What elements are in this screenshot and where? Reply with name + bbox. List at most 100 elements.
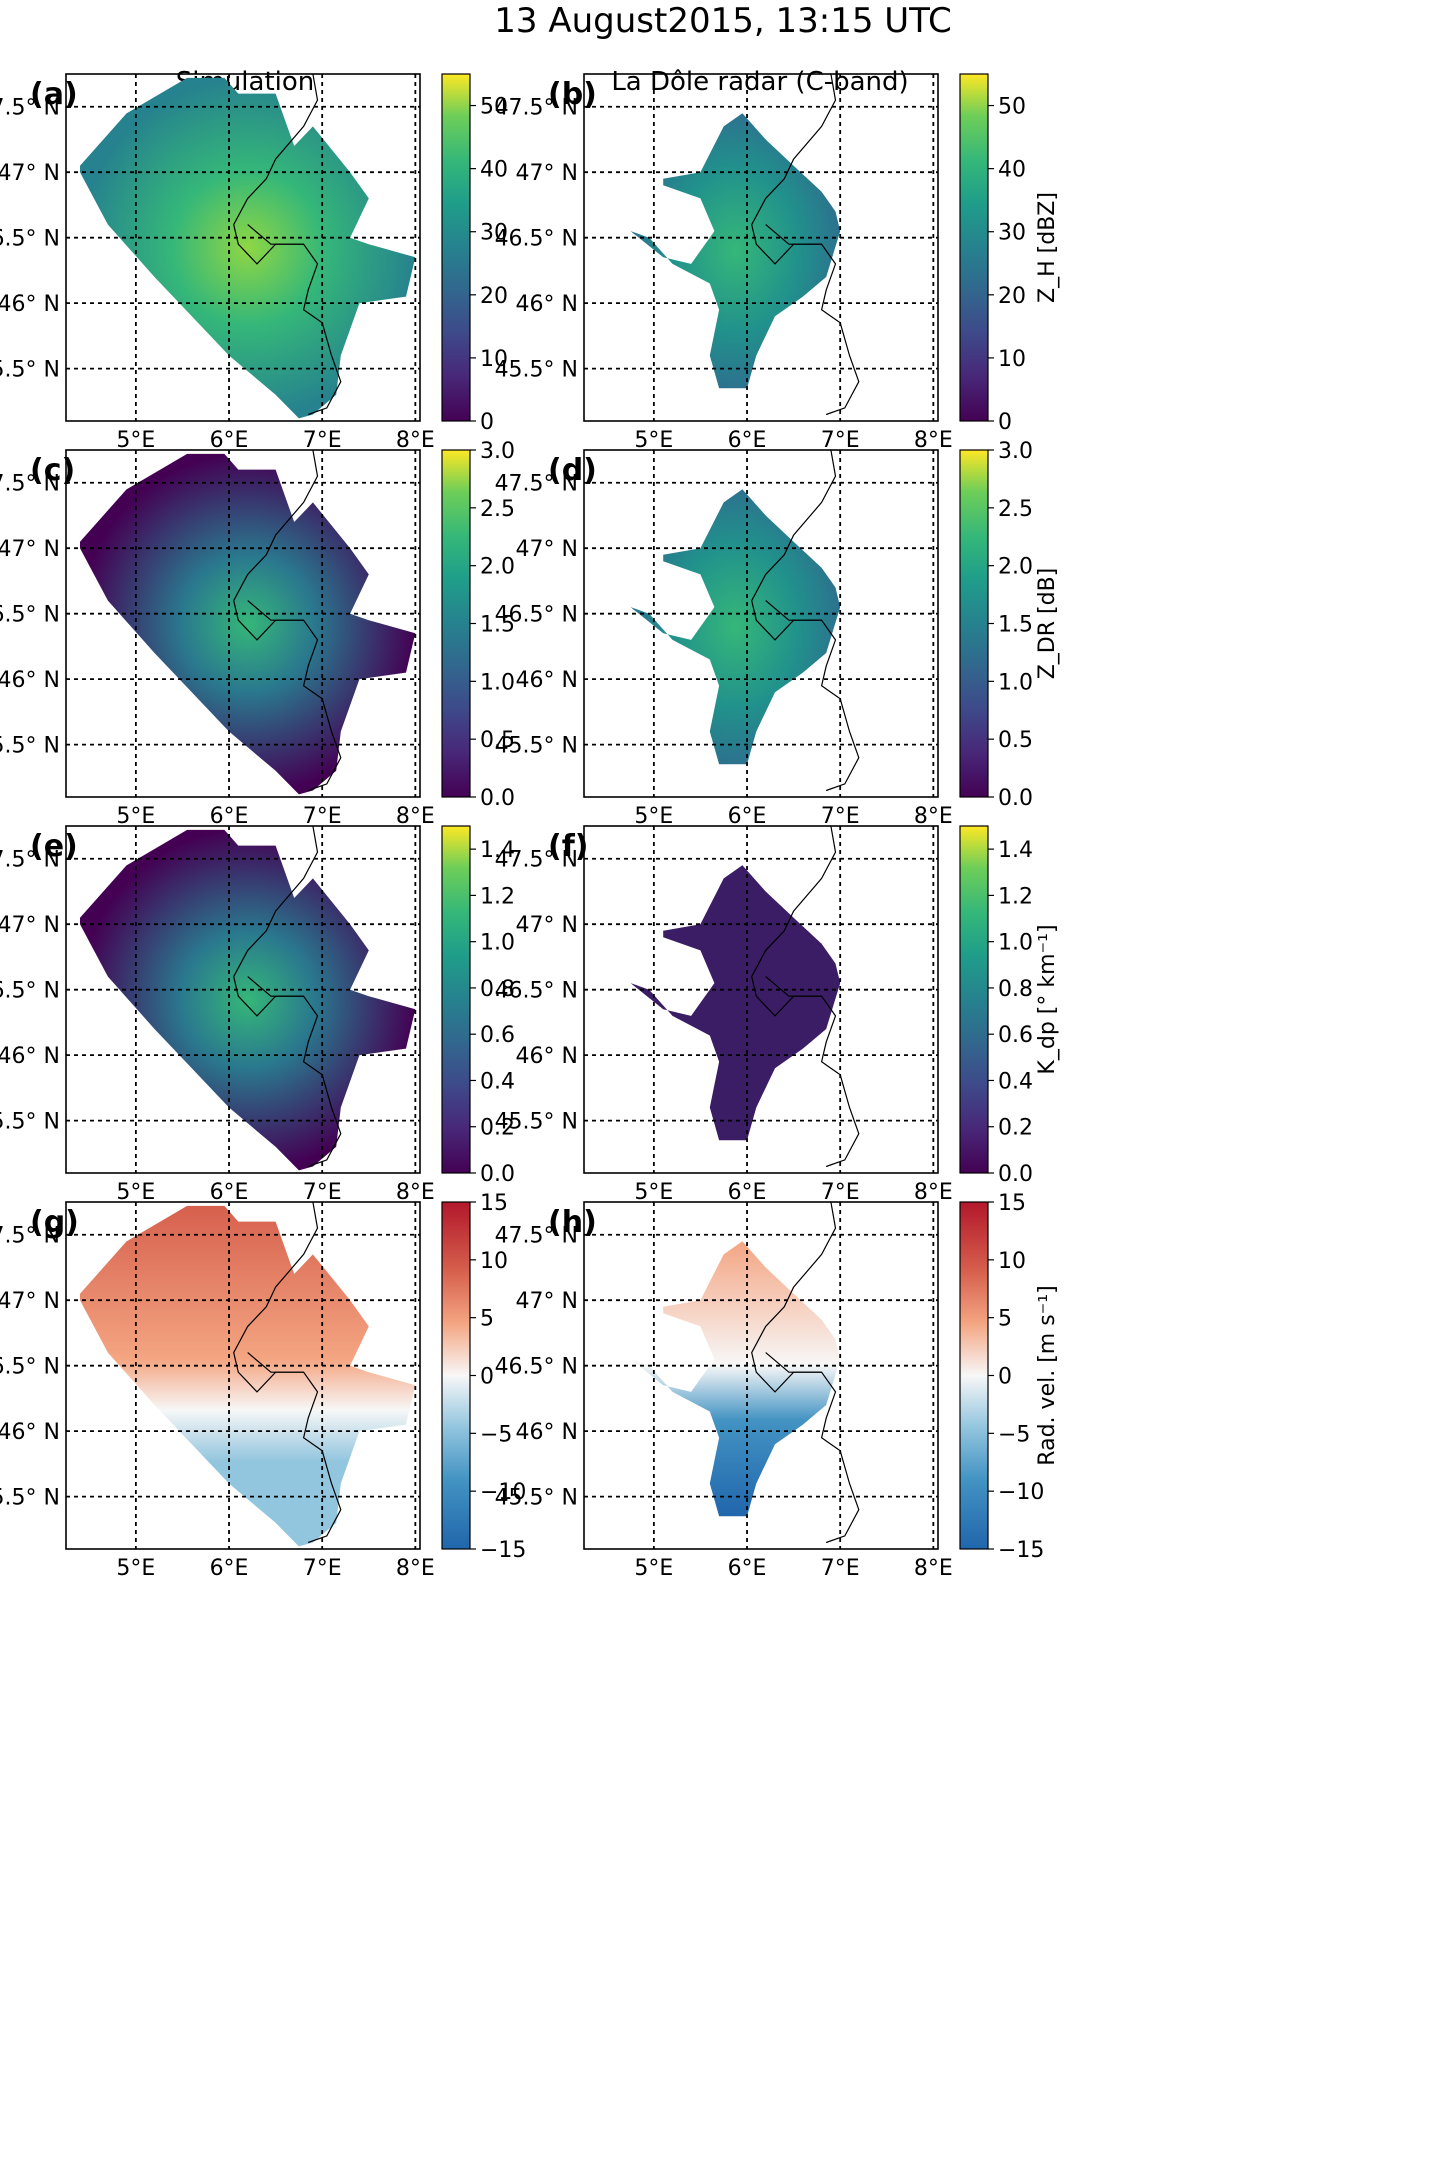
colorbar-tick-label: 3.0 [480,439,515,464]
lat-tick-label: 46° N [516,292,578,317]
lat-tick-label: 47° N [516,1289,578,1314]
colorbar-tick-label: 40 [480,158,508,183]
lat-tick-label: 46° N [516,668,578,693]
panel-c: (c)47.5° N 47° N 46.5° N 46° N 45.5° N 5°E 6°E… [0,439,515,829]
colorbar-tick-label: 0 [998,410,1012,435]
lat-tick-label: 46.5° N [495,979,578,1004]
field-5 [630,865,841,1141]
colorbar-tick-label: 0.0 [998,1162,1033,1187]
lat-tick-label: 46° N [0,292,60,317]
lake-shore [765,976,822,997]
panel-label: (a) [30,77,78,112]
colorbar-tick-label: 1.4 [998,838,1033,863]
gridlines [584,826,938,1173]
gridlines [66,450,420,797]
lat-tick-label: 46.5° N [495,227,578,252]
colorbar-tick-label: 1.0 [480,931,515,956]
panel-label: (h) [548,1205,597,1240]
panel-label: (e) [30,829,78,864]
colorbar-tick-label: 3.0 [998,439,1033,464]
lake-shore [247,976,304,997]
lat-tick-label: 45.5° N [0,734,60,759]
lat-tick-label: 46° N [516,1420,578,1445]
lat-tick-label: 47.5° N [495,848,578,873]
colorbar-tick-label: −5 [480,1422,512,1447]
axes-frame [65,1201,421,1550]
lon-tick-label: 8°E [396,804,435,829]
gridlines [584,74,938,421]
lat-tick-label: 47.5° N [495,96,578,121]
axes-frame [583,449,939,798]
lat-tick-label: 46° N [0,1044,60,1069]
lon-tick-label: 5°E [634,1556,673,1581]
lake-shore [247,224,304,245]
lat-tick-label: 45.5° N [0,1110,60,1135]
lon-tick-label: 8°E [914,1556,953,1581]
lat-tick-label: 45.5° N [495,358,578,383]
lon-tick-label: 7°E [821,1180,860,1205]
colorbar-tick-label: −5 [998,1422,1030,1447]
lat-tick-label: 47° N [0,161,60,186]
column-title-radar: La Dôle radar (C-band) [611,67,908,97]
gridlines [584,1202,938,1549]
panel-label: (g) [30,1205,79,1240]
axes-frame [65,449,421,798]
lon-tick-label: 8°E [914,428,953,453]
colorbar-tick-label: 40 [998,158,1026,183]
colorbar-tick-label: 10 [998,1249,1026,1274]
colorbar-tick-label: −10 [480,1480,526,1505]
lake-shore [247,600,304,621]
lat-tick-label: 47° N [516,537,578,562]
lat-tick-label: 47° N [516,913,578,938]
gridlines [66,74,420,421]
lat-tick-label: 46.5° N [495,603,578,628]
echo-area [630,113,841,389]
lat-tick-label: 46.5° N [0,979,60,1004]
colorbar [441,1201,471,1550]
lon-tick-label: 7°E [821,428,860,453]
lon-tick-label: 6°E [210,804,249,829]
colorbar-tick-label: 0.2 [480,1116,515,1141]
panel-label: (f) [548,829,588,864]
echo-area [630,1241,841,1517]
lon-tick-label: 7°E [303,1556,342,1581]
colorbar-tick-label: −15 [480,1538,526,1563]
figure-title: 13 August2015, 13:15 UTC [494,1,951,41]
colorbar [441,73,471,422]
lon-tick-label: 6°E [728,428,767,453]
colorbar-tick-label: 1.5 [480,613,515,638]
lon-tick-label: 5°E [634,1180,673,1205]
lon-tick-label: 5°E [116,428,155,453]
colorbar-tick-label: 1.0 [480,670,515,695]
lat-tick-label: 45.5° N [495,1486,578,1511]
colorbar-tick-label: 10 [480,1249,508,1274]
lon-tick-label: 8°E [396,1180,435,1205]
colorbar-tick-label: 1.0 [998,670,1033,695]
colorbar [441,449,471,798]
lat-tick-label: 47.5° N [0,848,60,873]
colorbar [959,449,989,798]
lon-tick-label: 7°E [303,804,342,829]
colorbar-tick-label: 0.4 [480,1069,515,1094]
axes-frame [65,825,421,1174]
lon-tick-label: 8°E [396,428,435,453]
field-1 [630,113,841,389]
colorbar-tick-label: 50 [998,95,1026,120]
colorbar-tick-label: 15 [480,1191,508,1216]
echo-area [80,1205,416,1547]
lon-tick-label: 5°E [116,1556,155,1581]
lat-tick-label: 45.5° N [0,1486,60,1511]
gridlines [66,1202,420,1549]
lat-tick-label: 45.5° N [0,358,60,383]
colorbar-tick-label: −10 [998,1480,1044,1505]
colorbar [959,73,989,422]
colorbar-tick-label: 2.5 [480,497,515,522]
colorbar-tick-label: 1.0 [998,931,1033,956]
colorbar-tick-label: 0.5 [480,728,515,753]
colorbar-label: Rad. vel. [m s⁻¹] [1035,1285,1060,1465]
colorbar [441,825,471,1174]
lat-tick-label: 46° N [0,668,60,693]
lon-tick-label: 5°E [116,804,155,829]
panel-g: (g)47.5° N 47° N 46.5° N 46° N 45.5° N 5°E 6°E… [0,1191,526,1581]
lat-tick-label: 47.5° N [0,472,60,497]
